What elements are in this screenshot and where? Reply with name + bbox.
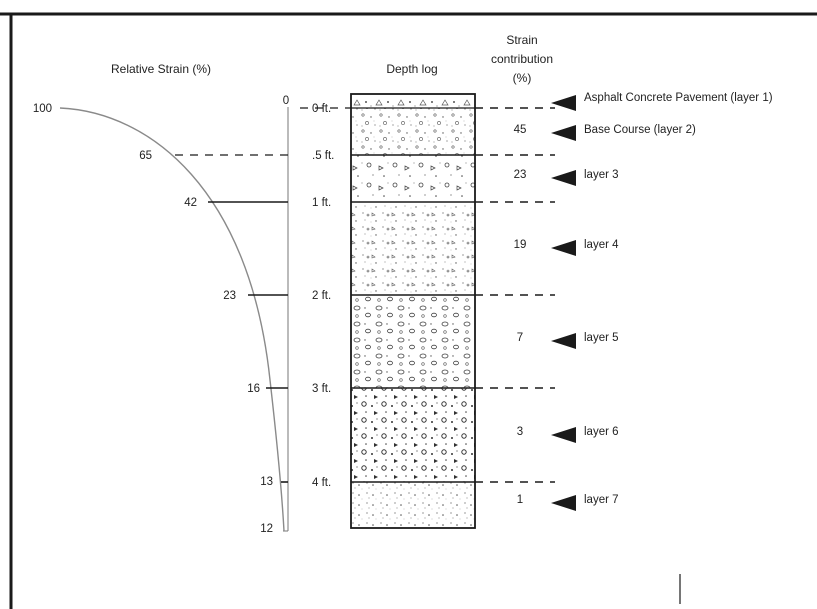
strain-label-16: 16	[247, 383, 260, 395]
soil-layer-5	[351, 295, 475, 388]
strain-label-65: 65	[139, 150, 152, 162]
depth-label-0ft: 0 ft.	[312, 103, 331, 115]
strain-label-42: 42	[184, 197, 197, 209]
strain-label-23: 23	[223, 290, 236, 302]
soil-layer-1-asphalt	[351, 94, 475, 108]
depth-label-1ft: 1 ft.	[312, 197, 331, 209]
strain-axis-zero-label: 0	[283, 95, 289, 107]
depth-label-3ft: 3 ft.	[312, 383, 331, 395]
layer-5-name: layer 5	[584, 332, 619, 344]
strain-contribution-header-line-1: Strain	[506, 33, 537, 47]
layer-6-name: layer 6	[584, 426, 619, 438]
depth-label-0-5ft: .5 ft.	[312, 150, 334, 162]
layer-6-pointer-icon	[551, 427, 576, 443]
strain-label-13: 13	[260, 476, 273, 488]
relative-strain-header: Relative Strain (%)	[111, 62, 211, 76]
strain-label-12: 12	[260, 523, 273, 535]
contribution-value-layer-4: 19	[514, 239, 527, 251]
depth-log-header: Depth log	[386, 62, 437, 76]
depth-label-2ft: 2 ft.	[312, 290, 331, 302]
soil-layer-6	[351, 388, 475, 482]
contribution-value-layer-2: 45	[514, 124, 527, 136]
soil-layer-7	[351, 482, 475, 528]
layer-5-pointer-icon	[551, 333, 576, 349]
layer-7-pointer-icon	[551, 495, 576, 511]
layer-2-name: Base Course (layer 2)	[584, 124, 696, 136]
soil-layer-2-base-course	[351, 108, 475, 155]
strain-decay-curve	[59, 107, 285, 532]
depth-label-4ft: 4 ft.	[312, 477, 331, 489]
layer-4-name: layer 4	[584, 239, 619, 251]
soil-layer-3	[351, 155, 475, 202]
contribution-value-layer-6: 3	[517, 426, 523, 438]
layer-1-pointer-icon	[551, 95, 576, 111]
contribution-value-layer-5: 7	[517, 332, 523, 344]
contribution-value-layer-3: 23	[514, 169, 527, 181]
layer-3-name: layer 3	[584, 169, 619, 181]
layer-7-name: layer 7	[584, 494, 619, 506]
strain-label-100: 100	[33, 103, 52, 115]
layer-3-pointer-icon	[551, 170, 576, 186]
contribution-value-layer-7: 1	[517, 494, 523, 506]
strain-contribution-header-line-2: contribution	[491, 52, 553, 66]
layer-1-name: Asphalt Concrete Pavement (layer 1)	[584, 92, 773, 104]
layer-2-pointer-icon	[551, 125, 576, 141]
layer-4-pointer-icon	[551, 240, 576, 256]
strain-contribution-header-line-3: (%)	[513, 71, 532, 85]
depth-log-column	[350, 93, 476, 529]
soil-layer-4	[351, 202, 475, 295]
